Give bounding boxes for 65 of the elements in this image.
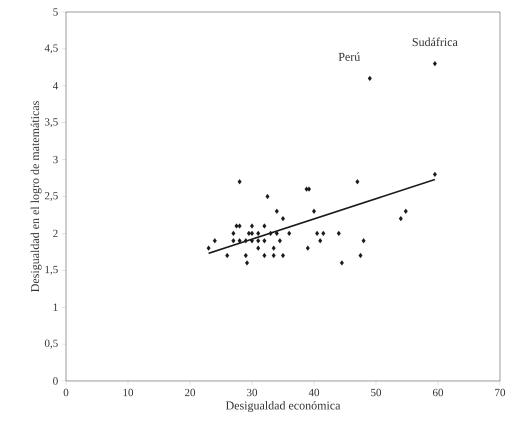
y-tick-label: 5 bbox=[53, 8, 58, 16]
point bbox=[238, 179, 242, 184]
point bbox=[398, 216, 403, 222]
y-tick-label: 2 bbox=[53, 230, 58, 238]
point bbox=[281, 216, 285, 222]
point bbox=[231, 238, 236, 244]
point bbox=[318, 238, 322, 244]
y-tick-label: 4 bbox=[52, 82, 58, 90]
x-tick-label: 0 bbox=[64, 388, 68, 396]
y-tick-label: 3,5 bbox=[44, 118, 58, 128]
point bbox=[262, 223, 266, 229]
y-tick-label: 4,5 bbox=[44, 44, 58, 54]
x-tick-label: 60 bbox=[432, 388, 444, 396]
point bbox=[250, 238, 254, 244]
x-tick-label: 40 bbox=[308, 388, 320, 396]
y-tick-label: 2,5 bbox=[44, 192, 58, 201]
point bbox=[272, 246, 276, 251]
point bbox=[432, 61, 437, 66]
point bbox=[262, 252, 266, 258]
point bbox=[362, 238, 366, 244]
point bbox=[245, 260, 250, 266]
point bbox=[256, 230, 260, 236]
point bbox=[340, 260, 344, 266]
x-tick-label: 30 bbox=[247, 388, 258, 396]
point bbox=[404, 208, 408, 214]
point bbox=[315, 230, 320, 236]
point bbox=[225, 252, 230, 258]
point bbox=[231, 230, 236, 236]
y-tick-label: 1,5 bbox=[45, 266, 58, 275]
point bbox=[212, 238, 217, 244]
annotation: Perú bbox=[338, 52, 360, 61]
point bbox=[250, 230, 254, 236]
annotation: Sudáfrica bbox=[412, 38, 458, 46]
x-axis-title: Desigualdad económica bbox=[226, 401, 340, 412]
y-tick-label: 3 bbox=[53, 156, 58, 164]
point bbox=[256, 246, 260, 251]
point bbox=[321, 230, 326, 236]
y-tick-label: 1 bbox=[54, 304, 58, 311]
point bbox=[256, 238, 260, 244]
point bbox=[432, 172, 437, 177]
point bbox=[274, 208, 279, 214]
point bbox=[244, 238, 248, 244]
x-tick-label: 10 bbox=[123, 388, 134, 396]
point bbox=[238, 223, 242, 229]
point bbox=[306, 246, 310, 251]
point bbox=[206, 246, 211, 251]
point bbox=[268, 230, 273, 236]
y-tick-label: 0,5 bbox=[44, 340, 58, 349]
point bbox=[336, 230, 341, 236]
point bbox=[265, 194, 270, 200]
point bbox=[312, 208, 316, 214]
point bbox=[278, 238, 282, 244]
x-tick-label: 50 bbox=[371, 388, 382, 396]
x-tick-label: 70 bbox=[495, 388, 506, 396]
x-tick-label: 20 bbox=[184, 388, 196, 396]
point bbox=[307, 186, 312, 192]
y-axis-title: Desigualdad en el logro de matemáticas bbox=[30, 101, 42, 292]
y-tick-label: 0 bbox=[53, 377, 58, 385]
point bbox=[262, 238, 266, 244]
point bbox=[244, 252, 248, 258]
point bbox=[355, 179, 360, 184]
point bbox=[272, 252, 276, 258]
point bbox=[246, 230, 251, 236]
point bbox=[287, 230, 292, 236]
point bbox=[368, 76, 372, 82]
